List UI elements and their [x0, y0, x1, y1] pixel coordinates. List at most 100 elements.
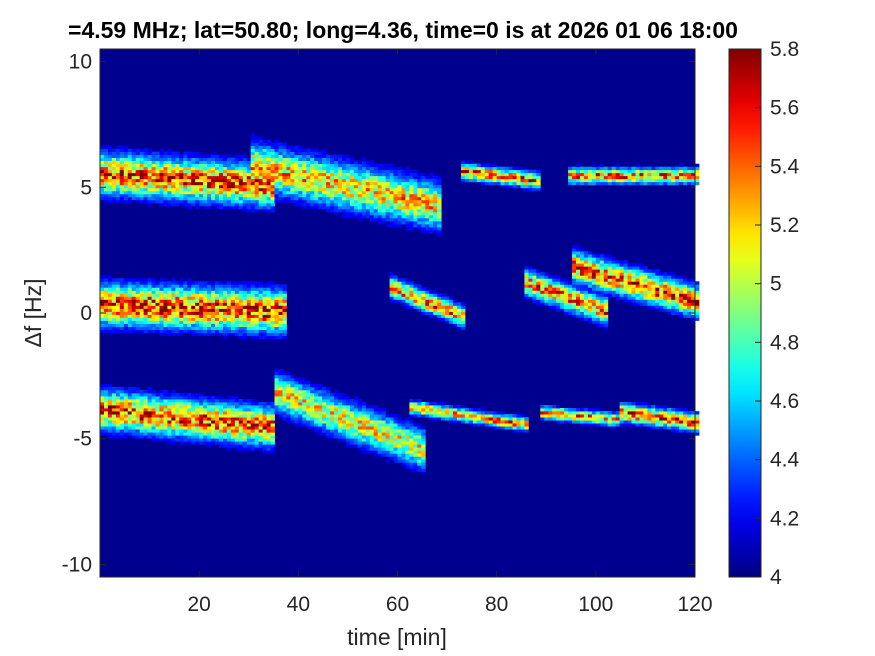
heatmap-cell	[425, 190, 430, 195]
heatmap-cell	[544, 272, 549, 276]
heatmap-cell	[195, 305, 200, 309]
heatmap-cell	[115, 169, 121, 174]
heatmap-cell	[111, 193, 117, 198]
heatmap-cell	[207, 317, 212, 321]
heatmap-cell	[139, 323, 145, 328]
heatmap-cell	[119, 408, 125, 412]
heatmap-cell	[568, 181, 573, 186]
heatmap-cell	[524, 172, 529, 177]
heatmap-cell	[278, 293, 283, 297]
heatmap-cell	[421, 293, 426, 297]
heatmap-cell	[389, 190, 394, 195]
heatmap-cell	[211, 399, 216, 403]
heatmap-cell	[607, 272, 613, 276]
heatmap-cell	[278, 414, 283, 418]
heatmap-cell	[147, 172, 152, 177]
heatmap-cell	[369, 405, 375, 409]
heatmap-cell	[266, 299, 271, 303]
heatmap-cell	[580, 314, 585, 318]
heatmap-cell	[230, 408, 236, 412]
heatmap-cell	[552, 305, 557, 309]
heatmap-cell	[187, 178, 192, 183]
heatmap-cell	[290, 178, 295, 183]
heatmap-cell	[361, 441, 367, 445]
heatmap-cell	[143, 302, 148, 306]
heatmap-cell	[100, 193, 105, 198]
heatmap-cell	[369, 205, 375, 210]
heatmap-cell	[488, 420, 494, 424]
heatmap-cell	[139, 423, 145, 427]
heatmap-cell	[131, 308, 137, 312]
heatmap-cell	[242, 296, 248, 300]
heatmap-cell	[310, 151, 315, 156]
heatmap-cell	[381, 163, 386, 168]
heatmap-cell	[131, 314, 137, 318]
heatmap-cell	[377, 178, 383, 183]
heatmap-cell	[246, 435, 252, 439]
heatmap-cell	[199, 281, 204, 285]
heatmap-cell	[326, 181, 331, 186]
heatmap-cell	[338, 408, 343, 412]
heatmap-cell	[385, 193, 390, 198]
heatmap-cell	[623, 402, 628, 406]
heatmap-cell	[603, 257, 609, 261]
heatmap-cell	[326, 154, 331, 159]
heatmap-cell	[623, 181, 628, 186]
heatmap-cell	[242, 184, 248, 189]
heatmap-cell	[310, 184, 315, 189]
heatmap-cell	[250, 202, 256, 207]
heatmap-cell	[492, 181, 498, 186]
heatmap-cell	[369, 190, 375, 195]
heatmap-cell	[147, 435, 152, 439]
heatmap-cell	[123, 157, 129, 162]
heatmap-cell	[203, 317, 208, 321]
heatmap-cell	[377, 181, 383, 186]
heatmap-cell	[230, 332, 236, 337]
heatmap-cell	[572, 260, 577, 264]
heatmap-cell	[290, 389, 295, 394]
heatmap-cell	[219, 308, 224, 312]
heatmap-cell	[199, 296, 204, 300]
heatmap-cell	[195, 393, 200, 397]
heatmap-cell	[504, 423, 509, 427]
heatmap-cell	[572, 278, 577, 282]
heatmap-cell	[290, 184, 295, 189]
heatmap-cell	[580, 257, 585, 261]
heatmap-cell	[139, 405, 145, 409]
heatmap-cell	[238, 172, 244, 177]
heatmap-cell	[147, 414, 152, 418]
heatmap-cell	[377, 169, 383, 174]
heatmap-cell	[572, 296, 577, 300]
heatmap-cell	[203, 311, 208, 315]
heatmap-cell	[365, 196, 371, 201]
heatmap-cell	[199, 326, 204, 331]
heatmap-cell	[175, 326, 180, 331]
heatmap-cell	[270, 169, 275, 174]
heatmap-cell	[389, 453, 394, 457]
heatmap-cell	[143, 399, 148, 403]
heatmap-cell	[365, 175, 371, 180]
heatmap-cell	[449, 302, 454, 306]
heatmap-cell	[326, 202, 331, 207]
heatmap-cell	[334, 429, 339, 433]
heatmap-cell	[405, 196, 410, 201]
heatmap-cell	[111, 405, 117, 409]
heatmap-cell	[203, 429, 208, 433]
heatmap-cell	[115, 172, 121, 177]
heatmap-cell	[587, 311, 593, 315]
heatmap-cell	[195, 166, 200, 171]
heatmap-cell	[464, 172, 470, 177]
heatmap-cell	[230, 163, 236, 168]
heatmap-cell	[123, 320, 129, 324]
heatmap-cell	[405, 450, 410, 454]
heatmap-cell	[119, 175, 125, 180]
heatmap-cell	[310, 190, 315, 195]
heatmap-cell	[377, 193, 383, 198]
heatmap-cell	[246, 426, 252, 430]
heatmap-cell	[413, 423, 418, 427]
heatmap-cell	[147, 308, 152, 312]
heatmap-cell	[111, 432, 117, 436]
heatmap-cell	[365, 214, 371, 219]
heatmap-cell	[262, 139, 267, 143]
heatmap-cell	[556, 296, 561, 300]
